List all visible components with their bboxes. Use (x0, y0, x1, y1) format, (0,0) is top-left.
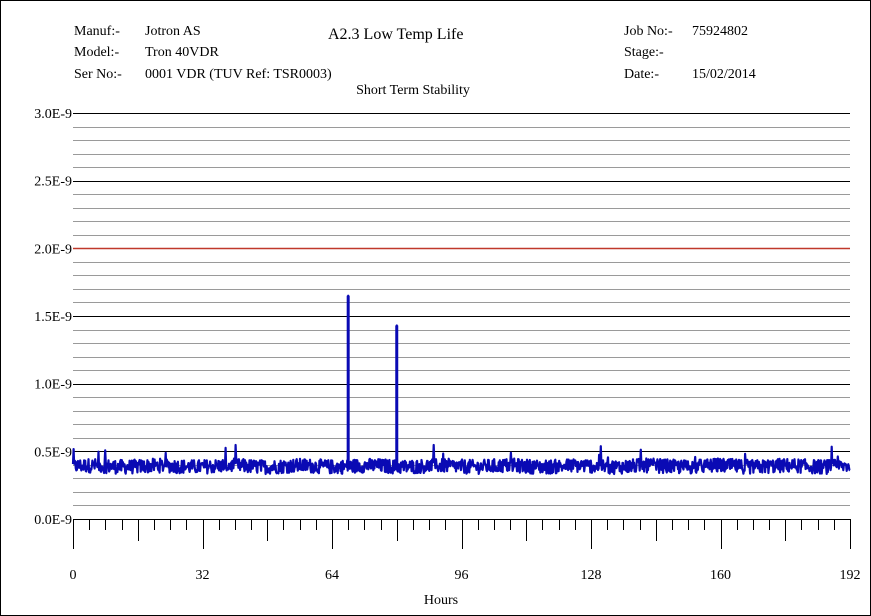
x-tick-label: 192 (840, 568, 861, 583)
y-tick-labels: 0.0E-9 0.5E-9 1.0E-9 1.5E-9 2.0E-9 2.5E-9 3.0E… (34, 107, 72, 528)
date-value: 15/02/2014 (692, 67, 756, 82)
x-tick-labels: 0 32 64 96 128 160 192 (70, 568, 861, 583)
serno-label: Ser No:- (74, 67, 122, 82)
manuf-label: Manuf:- (74, 24, 120, 39)
y-tick-label: 1.5E-9 (34, 310, 72, 325)
serno-value: 0001 VDR (TUV Ref: TSR0003) (145, 67, 332, 82)
y-tick-label: 1.0E-9 (34, 378, 72, 393)
test-title: A2.3 Low Temp Life (328, 26, 464, 43)
y-tick-label: 2.0E-9 (34, 242, 72, 257)
data-series-line (71, 294, 851, 476)
x-tick-label: 32 (196, 568, 210, 583)
x-tick-label: 96 (455, 568, 469, 583)
x-tick-label: 64 (325, 568, 339, 583)
x-tick-label: 0 (70, 568, 77, 583)
chart-title: Short Term Stability (356, 83, 470, 98)
date-label: Date:- (624, 67, 659, 82)
model-value: Tron 40VDR (145, 45, 219, 60)
y-tick-label: 0.5E-9 (34, 445, 72, 460)
x-axis (73, 519, 851, 549)
y-tick-label: 3.0E-9 (34, 107, 72, 122)
job-label: Job No:- (624, 24, 673, 39)
y-tick-label: 2.5E-9 (34, 175, 72, 190)
x-axis-title: Hours (424, 593, 458, 608)
stage-label: Stage:- (624, 45, 664, 60)
x-tick-label: 128 (581, 568, 602, 583)
model-label: Model:- (74, 45, 120, 60)
y-tick-label: 0.0E-9 (34, 513, 72, 528)
manuf-value: Jotron AS (145, 24, 201, 39)
job-value: 75924802 (692, 24, 748, 39)
series-group (71, 294, 851, 476)
x-tick-label: 160 (710, 568, 731, 583)
